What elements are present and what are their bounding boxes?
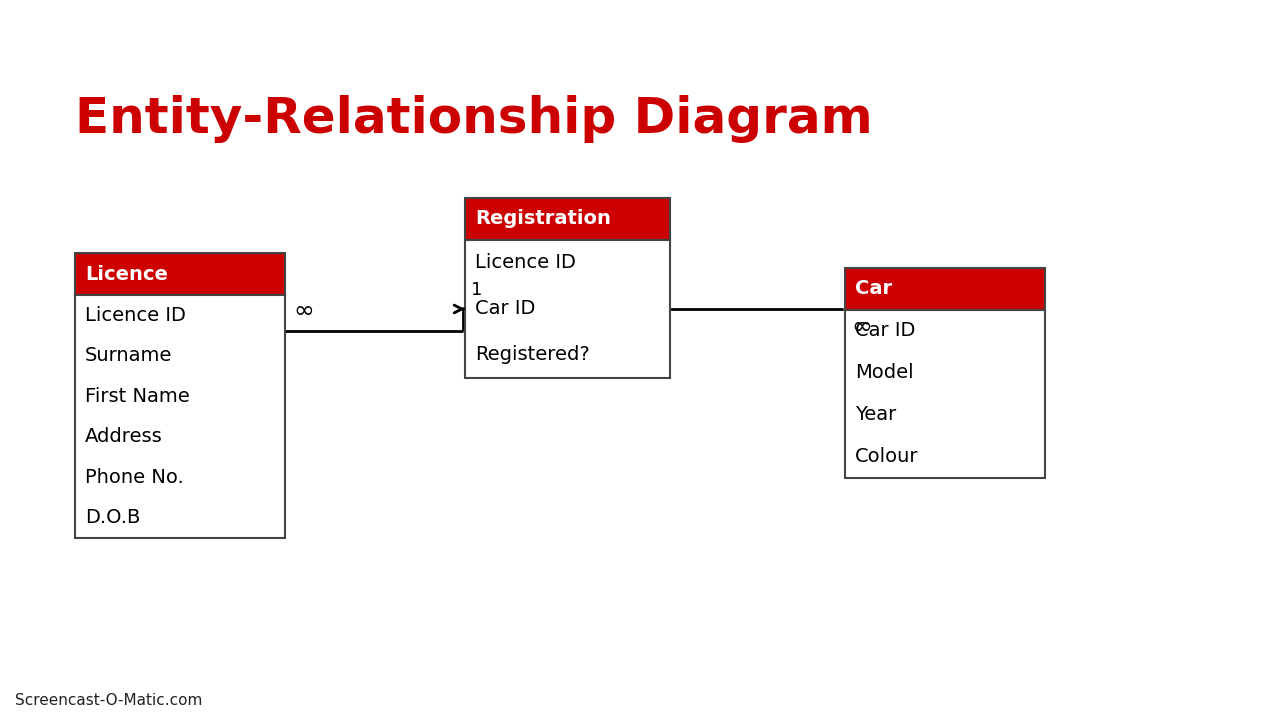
- Text: ∞: ∞: [293, 300, 314, 323]
- Bar: [845, 268, 1044, 310]
- Text: First Name: First Name: [84, 387, 189, 406]
- Text: Model: Model: [855, 364, 914, 382]
- Bar: [465, 240, 669, 378]
- Text: ∞: ∞: [851, 315, 872, 339]
- Text: Screencast-O-Matic.com: Screencast-O-Matic.com: [15, 693, 202, 708]
- Text: Phone No.: Phone No.: [84, 468, 184, 487]
- Text: Car: Car: [855, 279, 892, 299]
- Text: Licence ID: Licence ID: [475, 253, 576, 272]
- Text: Year: Year: [855, 405, 896, 425]
- Text: Registration: Registration: [475, 210, 611, 228]
- Text: 1: 1: [471, 281, 483, 299]
- Text: Address: Address: [84, 427, 163, 446]
- Text: Car ID: Car ID: [855, 322, 915, 341]
- Text: Car ID: Car ID: [475, 300, 535, 318]
- Text: Registered?: Registered?: [475, 346, 590, 364]
- Text: Entity-Relationship Diagram: Entity-Relationship Diagram: [76, 95, 873, 143]
- Bar: [845, 310, 1044, 478]
- Text: Licence: Licence: [84, 264, 168, 284]
- Text: D.O.B: D.O.B: [84, 508, 141, 527]
- Text: Colour: Colour: [855, 448, 919, 467]
- Text: Licence ID: Licence ID: [84, 306, 186, 325]
- Bar: [76, 295, 285, 538]
- Text: Surname: Surname: [84, 346, 173, 365]
- Bar: [76, 253, 285, 295]
- Bar: [465, 198, 669, 240]
